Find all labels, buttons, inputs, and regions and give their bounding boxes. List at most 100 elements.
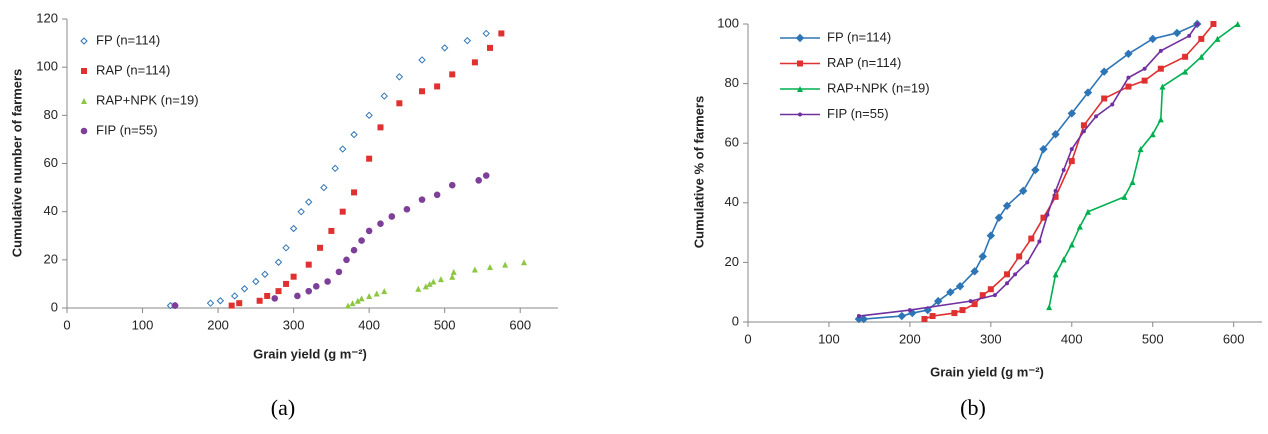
marker — [856, 314, 861, 319]
marker — [1004, 271, 1011, 278]
series-line — [924, 23, 1215, 320]
marker — [1028, 235, 1035, 242]
y-tick-label: 0 — [51, 299, 58, 314]
x-tick-label: 200 — [899, 331, 921, 346]
marker — [1040, 214, 1047, 221]
marker — [345, 302, 352, 309]
marker — [1068, 241, 1075, 248]
marker — [430, 278, 437, 285]
marker — [365, 111, 373, 120]
marker — [929, 313, 936, 320]
marker — [305, 287, 313, 295]
marker — [440, 44, 449, 52]
legend-marker — [797, 60, 803, 67]
marker — [381, 288, 388, 295]
chart-panel: 0 20 40 60 80 100 120 0 100 200 300 400 500 600 Grain … — [9, 10, 558, 420]
y-tick-label: 40 — [725, 194, 739, 209]
x-tick-label: 400 — [358, 317, 380, 332]
marker — [471, 59, 478, 66]
marker — [422, 283, 429, 290]
marker — [970, 267, 979, 276]
y-tick-label: 80 — [725, 75, 739, 90]
marker — [1002, 201, 1012, 210]
marker — [419, 88, 426, 95]
marker — [388, 213, 396, 220]
x-tick-label: 600 — [509, 317, 531, 332]
marker — [1081, 129, 1086, 134]
marker — [1046, 304, 1053, 311]
legend-label: RAP+NPK (n=19) — [96, 92, 199, 107]
marker — [350, 246, 358, 254]
marker — [1182, 53, 1189, 60]
marker — [1158, 48, 1163, 53]
legend-label: FIP (n=55) — [96, 122, 158, 137]
marker — [1129, 178, 1136, 185]
marker — [1019, 186, 1028, 196]
marker — [1172, 28, 1182, 38]
marker — [1094, 114, 1099, 119]
marker — [373, 290, 380, 297]
marker — [403, 205, 411, 213]
marker — [1052, 271, 1059, 278]
y-tick-label: 20 — [44, 251, 58, 266]
marker — [1142, 66, 1147, 71]
marker — [979, 292, 986, 299]
marker — [463, 36, 472, 45]
marker — [240, 285, 249, 293]
marker — [305, 198, 313, 206]
marker — [1157, 116, 1164, 123]
y-tick-label: 20 — [725, 254, 739, 269]
marker — [297, 207, 305, 216]
panel-label: (b) — [960, 395, 986, 420]
marker — [1060, 256, 1067, 263]
marker — [487, 264, 494, 271]
marker — [275, 288, 282, 295]
legend-label: RAP (n=114) — [96, 62, 170, 77]
legend-label: RAP (n=114) — [827, 55, 901, 70]
marker — [471, 266, 478, 273]
marker — [1157, 65, 1164, 72]
legend-marker — [81, 68, 87, 74]
y-tick-label: 40 — [44, 203, 58, 218]
marker — [1031, 165, 1040, 175]
marker — [331, 164, 339, 173]
legend-label: FP (n=114) — [96, 32, 160, 47]
marker — [282, 244, 290, 252]
marker — [498, 30, 505, 37]
x-tick-label: 0 — [744, 331, 751, 346]
marker — [264, 292, 271, 299]
legend-marker — [80, 127, 88, 135]
legend-marker — [797, 86, 803, 92]
marker — [377, 220, 384, 228]
marker — [437, 276, 444, 283]
x-tick-label: 100 — [818, 331, 840, 346]
marker — [475, 177, 482, 184]
marker — [449, 273, 456, 280]
x-tick-label: 300 — [980, 331, 1002, 346]
marker — [1025, 260, 1030, 265]
marker — [1141, 77, 1148, 84]
marker — [1210, 21, 1217, 27]
x-tick-label: 600 — [1223, 331, 1245, 346]
marker — [1052, 193, 1059, 200]
marker — [1039, 144, 1048, 154]
x-tick-label: 0 — [63, 317, 70, 332]
marker — [1068, 158, 1075, 165]
marker — [290, 273, 297, 280]
marker — [271, 295, 279, 302]
marker — [448, 181, 456, 189]
marker — [1037, 239, 1042, 244]
marker — [289, 224, 298, 233]
marker — [951, 310, 958, 317]
marker — [1148, 34, 1157, 44]
marker — [992, 293, 997, 298]
marker — [433, 191, 441, 199]
marker — [946, 287, 955, 297]
marker — [1051, 130, 1060, 139]
y-axis-title: Cumulative % of farmers — [691, 96, 706, 248]
marker — [230, 292, 239, 300]
marker — [482, 172, 490, 179]
marker — [1053, 188, 1058, 193]
marker — [216, 297, 225, 305]
marker — [418, 56, 426, 64]
